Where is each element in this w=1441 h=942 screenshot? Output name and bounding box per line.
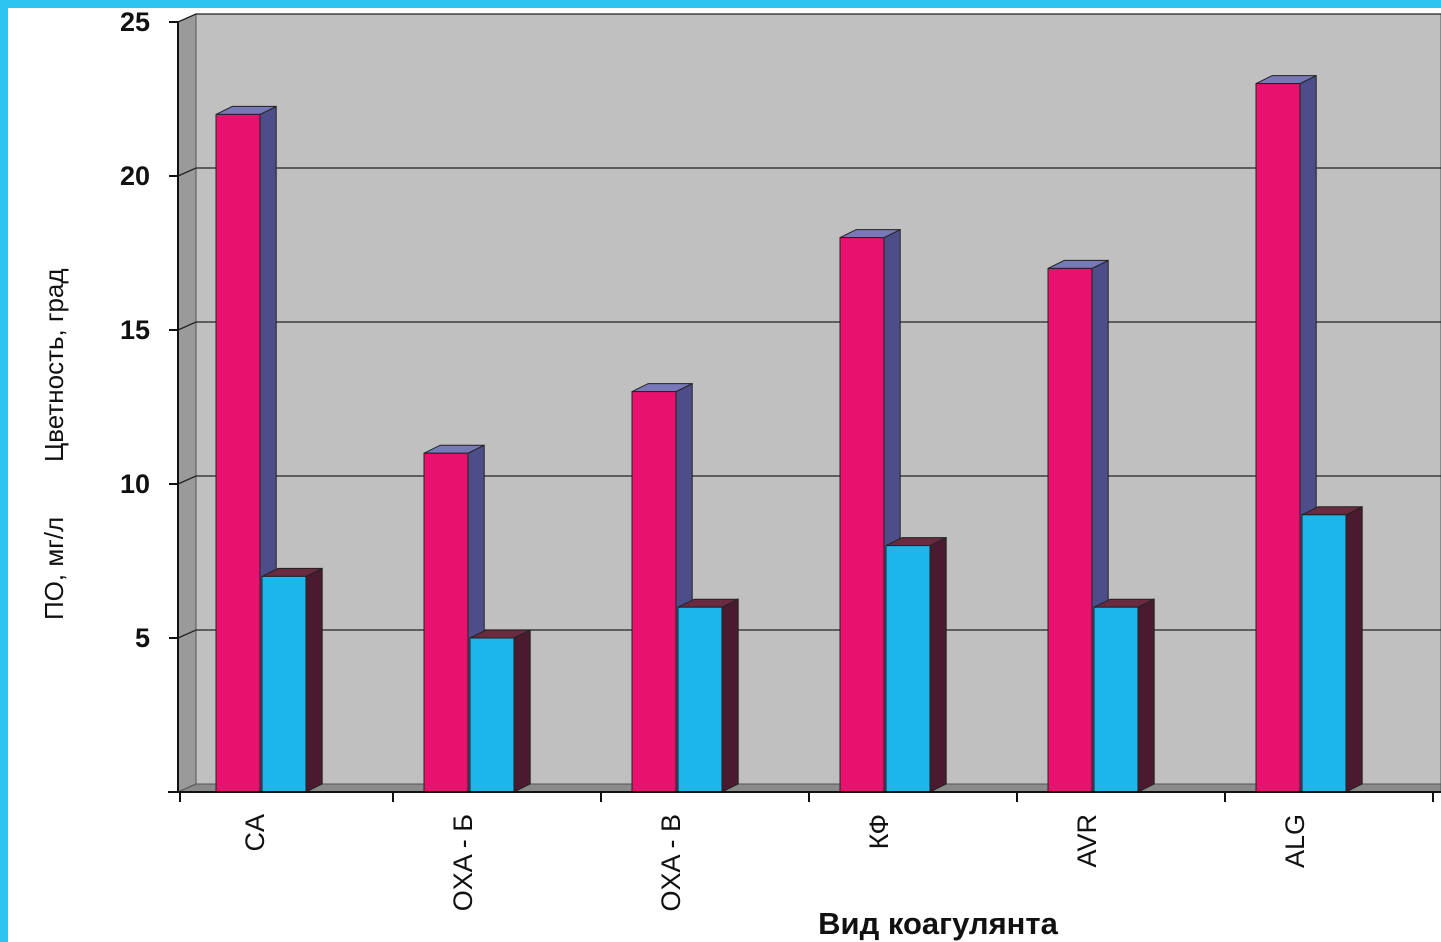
- gridline-15: [177, 321, 1441, 331]
- bar-side: [305, 567, 323, 793]
- bar-side: [1345, 505, 1363, 793]
- gridline-10: [177, 475, 1441, 485]
- y-tick-label-15: 15: [120, 315, 150, 345]
- bar-front: [1093, 606, 1139, 793]
- chart-walls: [177, 13, 1441, 793]
- side-wall: [177, 13, 197, 793]
- y-tick-label-25: 25: [120, 7, 150, 37]
- x-category-label-1: OXA - Б: [448, 814, 478, 911]
- bar-front: [261, 575, 307, 793]
- x-category-labels: CA OXA - Б OXA - B КФ AVR ALG: [240, 814, 1310, 912]
- bar-po-2: [677, 598, 739, 793]
- bar-side: [929, 536, 947, 793]
- bar-po-0: [261, 567, 323, 793]
- y-tick-label-10: 10: [120, 469, 150, 499]
- bar-po-3: [885, 536, 947, 793]
- y-tick-labels: 5 10 15 20 25: [120, 7, 150, 653]
- bar-front: [885, 545, 931, 793]
- bar-front: [631, 391, 677, 793]
- y-axis-label-color: Цветность, град: [39, 268, 69, 462]
- floor: [177, 783, 1441, 793]
- bar-po-1: [469, 629, 531, 793]
- y-axis-label-po: ПО, мг/л: [39, 517, 69, 620]
- bar-color-2: [631, 382, 693, 793]
- axes: [168, 21, 1441, 802]
- bar-side: [1137, 598, 1155, 793]
- bar-front: [839, 237, 885, 793]
- bar-front: [677, 606, 723, 793]
- bar-front: [1255, 83, 1301, 793]
- y-tick-label-20: 20: [120, 161, 150, 191]
- bar-front: [469, 637, 515, 793]
- bar-front: [1301, 514, 1347, 793]
- bars: [215, 74, 1363, 793]
- x-category-label-3: КФ: [864, 814, 894, 849]
- x-category-label-0: CA: [240, 814, 270, 852]
- bar-front: [215, 113, 261, 793]
- bar-side: [513, 629, 531, 793]
- y-tick-label-5: 5: [135, 623, 150, 653]
- x-category-label-2: OXA - B: [656, 814, 686, 912]
- bar-po-4: [1093, 598, 1155, 793]
- gridlines: [177, 13, 1441, 639]
- gridline-20: [177, 167, 1441, 177]
- bar-po-5: [1301, 505, 1363, 793]
- bar-front: [423, 452, 469, 793]
- bar-front: [1047, 267, 1093, 793]
- gridline-25: [177, 13, 1441, 23]
- x-category-label-5: ALG: [1280, 814, 1310, 868]
- back-wall: [195, 13, 1441, 785]
- x-category-label-4: AVR: [1072, 814, 1102, 868]
- bar-side: [721, 598, 739, 793]
- gridline-5: [177, 629, 1441, 639]
- x-axis-label: Вид коагулянта: [818, 906, 1058, 941]
